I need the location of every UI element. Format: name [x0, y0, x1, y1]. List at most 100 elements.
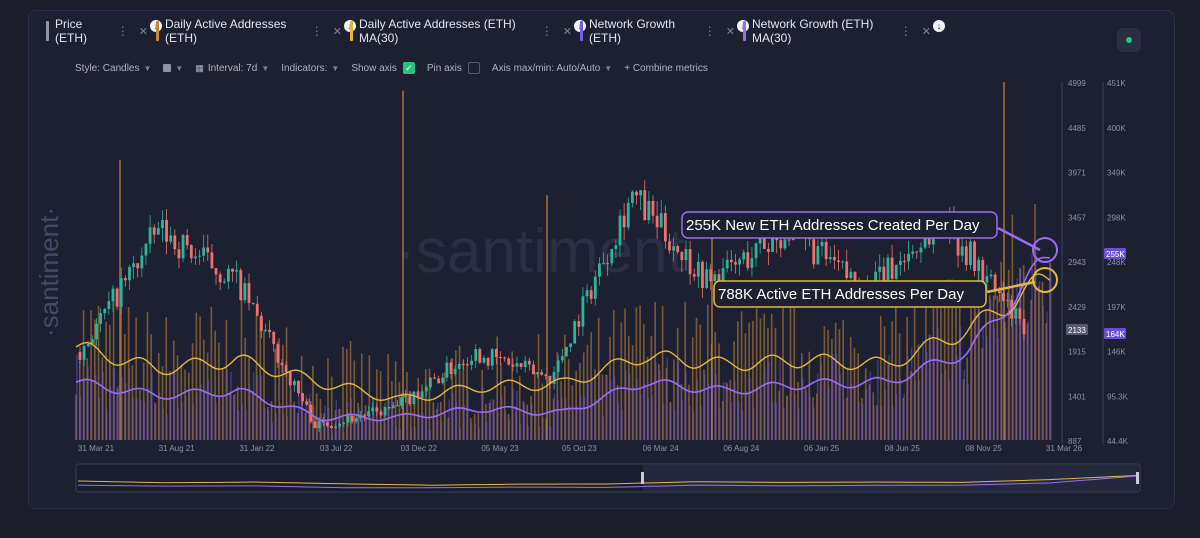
candle-body — [519, 363, 523, 367]
candle-body — [544, 374, 548, 376]
candle-body — [255, 303, 259, 316]
candle-body — [787, 239, 791, 241]
candle-body — [251, 302, 255, 304]
x-tick-label: 06 Mar 24 — [643, 444, 680, 453]
more-icon[interactable]: ⋮ — [540, 24, 553, 38]
candle-body — [156, 228, 160, 235]
checkbox-icon[interactable] — [467, 62, 480, 74]
tab-color-bar — [743, 21, 746, 41]
candle-body — [643, 190, 647, 221]
close-icon[interactable]: ✕ — [562, 25, 572, 38]
candle-body — [989, 274, 993, 277]
axis-max-select[interactable]: Axis max/min: Auto/Auto ▼ — [492, 63, 612, 74]
candle-body — [325, 422, 329, 426]
interval-select[interactable]: ▦ Interval: 7d ▼ — [195, 63, 269, 74]
candle-body — [424, 387, 428, 392]
candle-body — [478, 349, 482, 363]
candle-body — [379, 411, 383, 416]
close-icon[interactable]: ✕ — [138, 25, 148, 38]
show-axis-label: Show axis — [351, 62, 397, 74]
color-select[interactable]: ▼ — [163, 64, 183, 73]
candle-body — [198, 255, 201, 257]
tab-label: Network Growth (ETH) — [589, 17, 676, 45]
candle-body — [301, 393, 305, 402]
axis-max-label: Axis max/min: Auto/Auto — [491, 62, 601, 74]
tab-network-growth-ma[interactable]: Network Growth (ETH) MA(30) ⋮ ✕ ↓ — [743, 17, 945, 45]
x-tick-label: 31 Jan 22 — [239, 444, 275, 453]
range-navigator[interactable] — [75, 463, 1141, 493]
combine-metrics-button[interactable]: + Combine metrics — [624, 63, 708, 74]
candle-body — [206, 247, 210, 253]
candle-body — [725, 259, 729, 269]
candle-body — [923, 237, 927, 248]
candle-body — [618, 215, 622, 246]
more-icon[interactable]: ⋮ — [899, 24, 912, 38]
candle-body — [1006, 299, 1009, 301]
candle-body — [194, 256, 197, 259]
candle-body — [428, 377, 432, 388]
candle-body — [1001, 293, 1005, 301]
tab-daily-active-addresses-ma[interactable]: Daily Active Addresses (ETH) MA(30) ⋮✕ ↓ — [350, 17, 586, 45]
tab-daily-active-addresses[interactable]: Daily Active Addresses (ETH) ⋮✕ ↓ — [156, 17, 356, 45]
active-addresses-series — [75, 82, 1051, 440]
candle-body — [696, 261, 700, 277]
more-icon[interactable]: ⋮ — [116, 24, 129, 38]
candle-body — [746, 252, 750, 268]
candle-body — [635, 191, 638, 196]
annotation-active-text: 788K Active ETH Addresses Per Day — [718, 286, 964, 303]
settings-button[interactable] — [1117, 28, 1141, 52]
candle-body — [189, 245, 193, 259]
candle-body — [973, 241, 976, 271]
candle-body — [742, 252, 746, 260]
annotation-active-circle — [1032, 267, 1058, 293]
close-icon[interactable]: ✕ — [332, 25, 342, 38]
candle-body — [898, 260, 902, 265]
candle-body — [474, 349, 478, 361]
tab-network-growth[interactable]: Network Growth (ETH) ⋮✕ ↓ — [580, 17, 749, 45]
axes: 4999 4485 3971 3457 2943 2429 1915 1401 887 451K 4… — [78, 79, 1129, 453]
candle-body — [470, 360, 474, 366]
candle-body — [532, 364, 535, 375]
more-icon[interactable]: ⋮ — [703, 24, 716, 38]
chevron-down-icon: ▼ — [261, 63, 270, 73]
metric-tabs: Price (ETH) ⋮ ✕ ↓ Daily Active Addresses … — [46, 17, 945, 45]
candle-body — [416, 391, 420, 398]
checkbox-checked-icon[interactable]: ✓ — [402, 62, 415, 74]
candle-body — [264, 329, 267, 331]
indicators-select[interactable]: Indicators: ▼ — [281, 63, 339, 74]
candle-body — [511, 364, 515, 367]
candle-body — [185, 235, 189, 246]
close-icon[interactable]: ✕ — [725, 25, 735, 38]
x-tick-label: 06 Jan 25 — [804, 444, 840, 453]
candle-body — [577, 321, 581, 327]
candle-body — [581, 296, 585, 327]
chevron-down-icon: ▼ — [143, 63, 152, 73]
more-icon[interactable]: ⋮ — [310, 24, 323, 38]
pin-axis-toggle[interactable]: Pin axis — [427, 62, 480, 74]
candle-body — [981, 260, 985, 283]
x-tick-label: 05 May 23 — [481, 444, 519, 453]
active-value-label: 164K — [1106, 330, 1125, 339]
candle-body — [218, 274, 222, 283]
tab-color-bar — [46, 21, 49, 41]
candle-body — [383, 407, 387, 416]
download-icon[interactable]: ↓ — [933, 20, 945, 32]
candle-body — [148, 227, 152, 244]
y-right-tick: 197K — [1107, 303, 1126, 312]
candle-body — [684, 249, 688, 261]
close-icon[interactable]: ✕ — [921, 25, 931, 38]
candle-body — [824, 241, 828, 260]
calendar-icon: ▦ — [195, 62, 204, 73]
candle-body — [614, 245, 618, 249]
candle-body — [128, 267, 131, 281]
tab-label: Network Growth (ETH) MA(30) — [752, 17, 874, 45]
candle-body — [297, 380, 300, 394]
candle-body — [1022, 318, 1026, 335]
candle-body — [536, 372, 539, 375]
style-select[interactable]: Style: Candles ▼ — [75, 63, 151, 74]
show-axis-toggle[interactable]: Show axis ✓ — [351, 62, 415, 74]
x-tick-label: 05 Oct 23 — [562, 444, 597, 453]
network-growth-series — [76, 248, 1052, 440]
candle-body — [420, 391, 424, 398]
